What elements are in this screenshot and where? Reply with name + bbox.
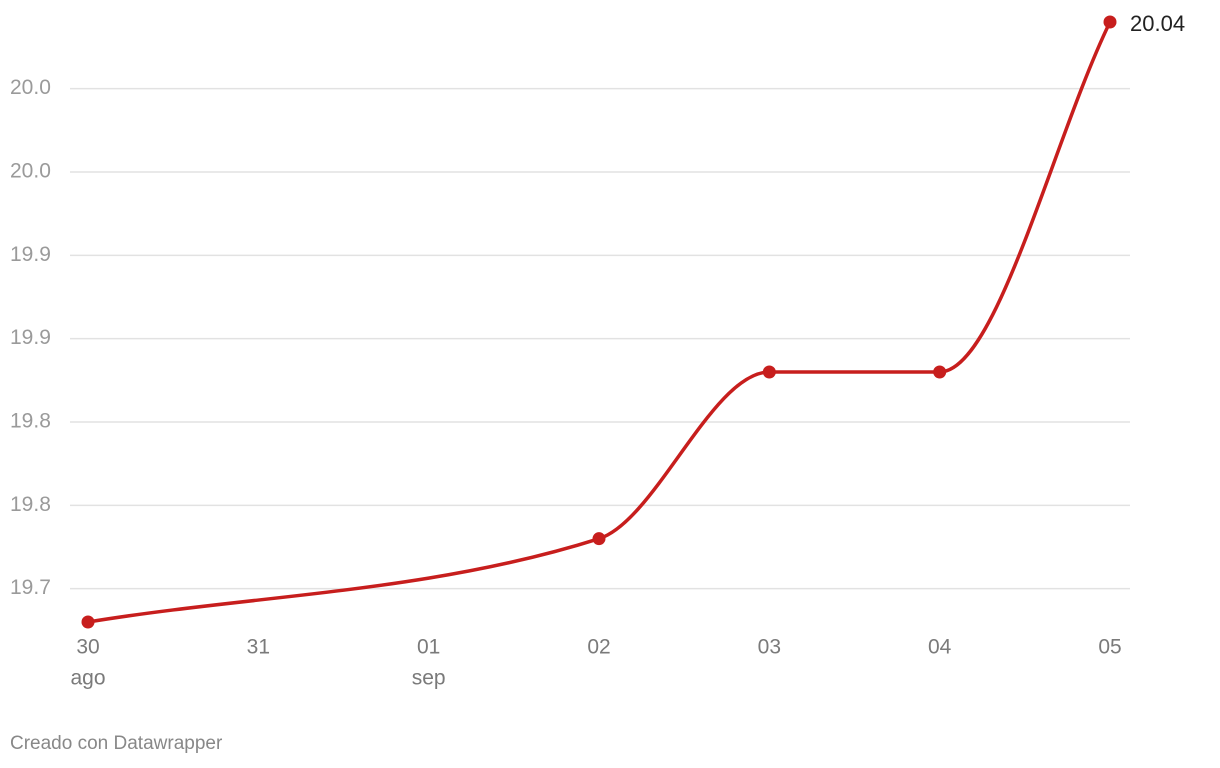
x-tick-label: 01 <box>417 636 440 659</box>
x-tick-label: 05 <box>1098 636 1121 659</box>
y-tick-label: 19.9 <box>10 326 51 349</box>
point <box>81 615 95 629</box>
point <box>592 532 606 546</box>
y-tick-label: 19.8 <box>10 410 51 433</box>
x-tick-label: 30 <box>76 636 99 659</box>
y-tick-label: 20.0 <box>10 160 51 183</box>
x-tick-sublabel: sep <box>412 667 446 690</box>
footer: Creado con Datawrapper <box>10 733 223 754</box>
x-tick-label: 03 <box>758 636 781 659</box>
y-tick-label: 19.8 <box>10 493 51 516</box>
y-tick-label: 19.7 <box>10 576 51 599</box>
point <box>762 365 776 379</box>
y-tick-label: 20.0 <box>10 76 51 99</box>
x-tick-label: 02 <box>587 636 610 659</box>
x-tick-label: 31 <box>247 636 270 659</box>
y-tick-label: 19.9 <box>10 243 51 266</box>
point <box>1103 15 1117 29</box>
value-label: 20.04 <box>1130 11 1185 36</box>
x-tick-label: 04 <box>928 636 952 659</box>
x-tick-sublabel: ago <box>70 667 105 690</box>
point <box>933 365 947 379</box>
line <box>87 21 1112 624</box>
